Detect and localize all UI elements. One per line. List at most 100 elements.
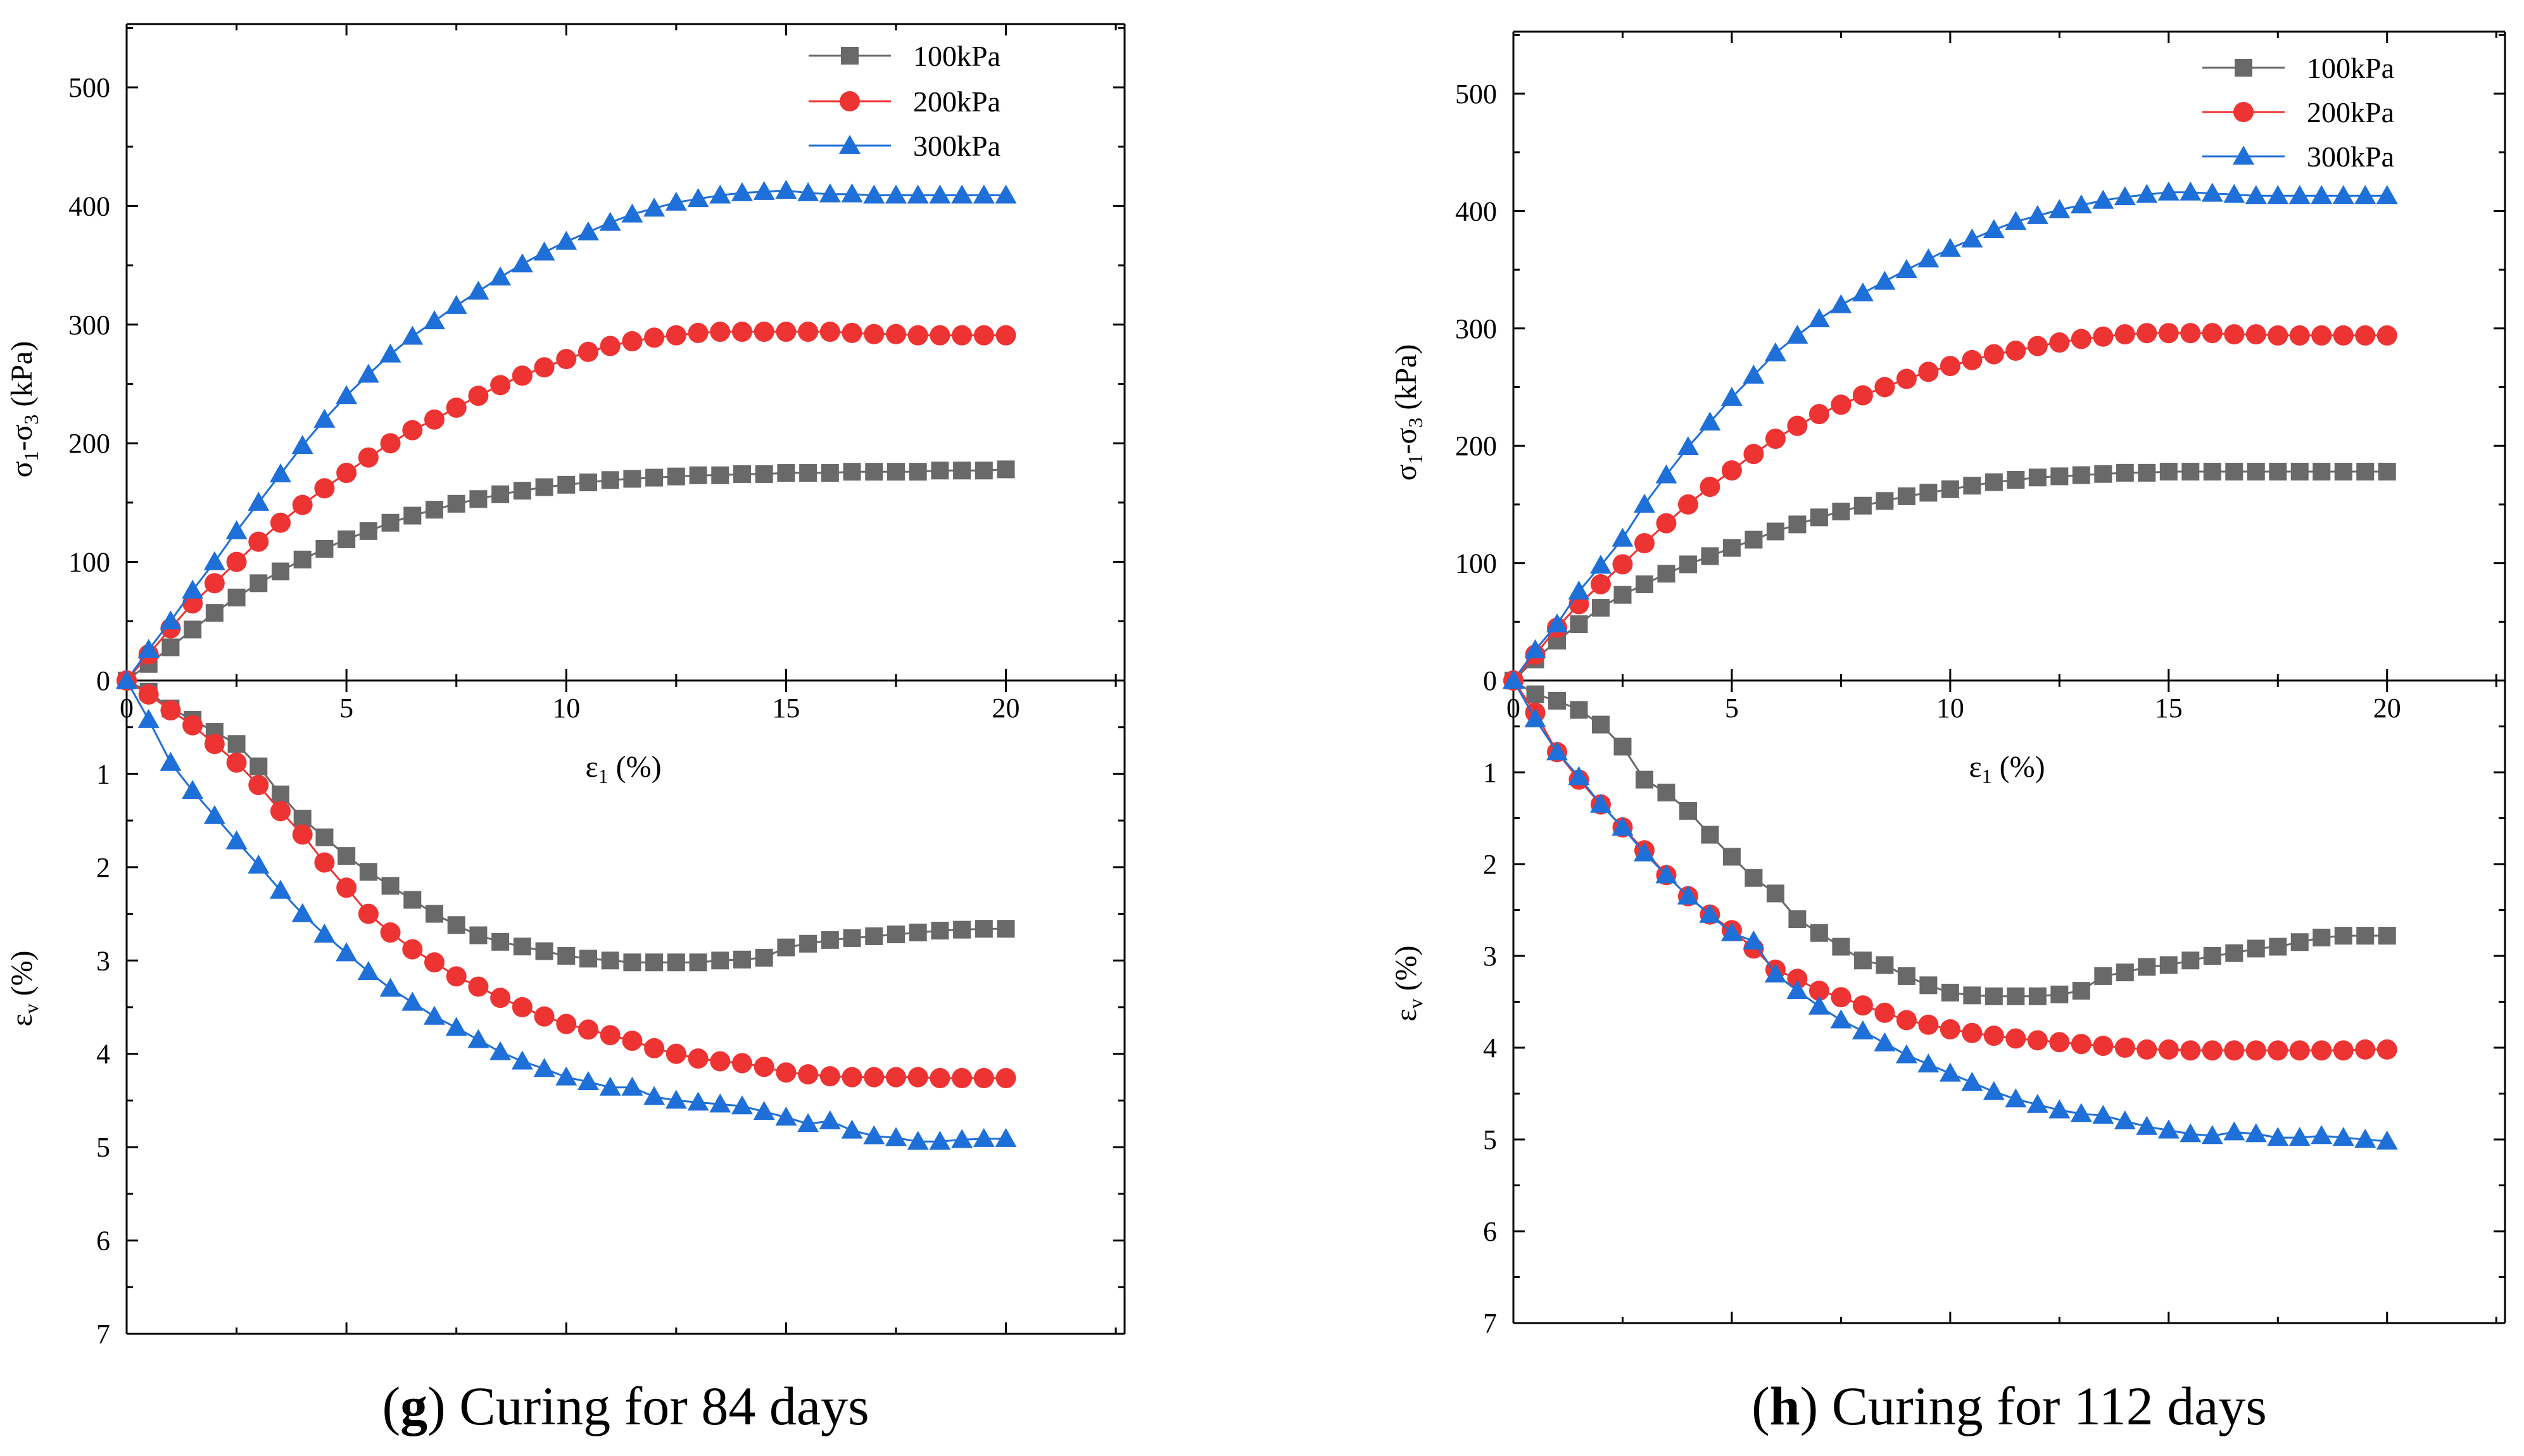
- data-point-200kPa: [666, 325, 686, 346]
- data-point-200kPa: [204, 573, 225, 594]
- y-bottom-unit: (%): [5, 950, 39, 1003]
- data-point-300kPa: [2267, 1127, 2289, 1146]
- data-point-100kPa: [469, 926, 488, 945]
- series-line-300kPa: [125, 189, 1006, 681]
- data-point-100kPa: [2138, 463, 2156, 482]
- y-top-minus-symbol: -σ: [1389, 427, 1423, 454]
- data-point-200kPa: [1590, 574, 1611, 594]
- data-point-100kPa: [403, 891, 422, 909]
- data-point-200kPa: [754, 322, 774, 342]
- data-point-300kPa: [555, 1066, 577, 1086]
- y-tick-label: 5: [96, 1132, 110, 1163]
- y-bottom-subscript: v: [1404, 998, 1427, 1008]
- data-point-200kPa: [248, 531, 269, 552]
- data-point-200kPa: [556, 1014, 577, 1034]
- legend: 100kPa 200kPa 300kPa: [2202, 52, 2394, 173]
- data-point-300kPa: [621, 1076, 643, 1096]
- data-point-300kPa: [137, 639, 160, 658]
- data-point-100kPa: [1722, 848, 1741, 866]
- data-point-100kPa: [447, 494, 465, 513]
- data-point-200kPa: [2027, 336, 2048, 356]
- y-tick-label: 1: [1483, 757, 1497, 788]
- data-point-300kPa: [533, 241, 555, 261]
- data-point-200kPa: [2245, 1040, 2266, 1061]
- data-point-300kPa: [1720, 922, 1743, 941]
- data-point-200kPa: [731, 322, 752, 342]
- data-point-300kPa: [907, 184, 929, 204]
- data-point-100kPa: [2007, 470, 2025, 489]
- data-point-100kPa: [557, 475, 576, 494]
- x-axis-symbol: ε: [1969, 750, 1981, 784]
- data-point-100kPa: [271, 785, 289, 803]
- series-deviator-300kPa: [1503, 181, 2398, 689]
- data-point-200kPa: [973, 325, 994, 346]
- data-point-300kPa: [841, 183, 863, 203]
- legend-label-300kPa: 300kPa: [2307, 141, 2394, 173]
- data-point-200kPa: [2027, 1030, 2048, 1051]
- data-point-300kPa: [2048, 1099, 2071, 1119]
- data-point-100kPa: [227, 735, 246, 753]
- data-point-200kPa: [2136, 323, 2157, 344]
- x-axis-subscript: 1: [1982, 765, 1992, 788]
- y-bottom-symbol: ε: [1389, 1008, 1423, 1021]
- data-point-300kPa: [709, 184, 731, 204]
- data-point-300kPa: [1699, 411, 1721, 431]
- data-point-100kPa: [1701, 547, 1719, 565]
- data-point-200kPa: [577, 341, 598, 362]
- data-point-200kPa: [1787, 969, 1808, 989]
- data-point-100kPa: [1897, 967, 1915, 985]
- data-point-200kPa: [864, 323, 885, 344]
- data-point-300kPa: [203, 805, 225, 824]
- data-point-100kPa: [1832, 938, 1850, 956]
- series-deviator-300kPa: [116, 180, 1017, 689]
- y-top-subscript-2: 3: [20, 415, 42, 425]
- data-point-100kPa: [2159, 462, 2178, 480]
- data-point-300kPa: [2332, 185, 2354, 204]
- data-point-200kPa: [2071, 329, 2092, 349]
- data-point-100kPa: [1876, 956, 1894, 974]
- caption-open-paren: (: [1751, 1376, 1770, 1436]
- data-point-100kPa: [601, 471, 619, 489]
- data-point-200kPa: [2245, 324, 2266, 345]
- x-tick-label: 20: [992, 693, 1020, 724]
- data-point-100kPa: [953, 461, 971, 480]
- data-point-300kPa: [1677, 436, 1699, 456]
- data-point-200kPa: [270, 512, 291, 533]
- data-point-300kPa: [1612, 817, 1634, 836]
- data-point-200kPa: [1896, 1010, 1917, 1031]
- data-point-200kPa: [2355, 325, 2376, 346]
- data-point-300kPa: [248, 491, 270, 511]
- data-point-300kPa: [489, 266, 512, 286]
- data-point-100kPa: [1635, 575, 1653, 593]
- data-point-100kPa: [909, 463, 927, 481]
- data-point-100kPa: [1832, 503, 1850, 521]
- data-point-300kPa: [599, 211, 621, 231]
- data-point-100kPa: [1526, 685, 1544, 703]
- data-point-300kPa: [160, 751, 182, 771]
- data-point-100kPa: [821, 464, 839, 482]
- series-volumetric-100kPa: [1505, 672, 2396, 1005]
- x-tick-label: 0: [1506, 693, 1520, 724]
- data-point-100kPa: [1591, 715, 1610, 734]
- data-point-200kPa: [490, 375, 511, 396]
- data-point-300kPa: [1743, 364, 1765, 384]
- data-point-300kPa: [797, 1113, 819, 1133]
- data-point-200kPa: [885, 323, 906, 344]
- data-point-100kPa: [931, 461, 949, 480]
- data-point-300kPa: [2048, 199, 2071, 218]
- data-point-200kPa: [2289, 325, 2310, 346]
- data-point-300kPa: [599, 1076, 621, 1096]
- data-point-200kPa: [2224, 324, 2245, 345]
- data-point-200kPa: [2224, 1040, 2245, 1061]
- data-point-100kPa: [931, 922, 949, 940]
- data-point-300kPa: [1764, 963, 1786, 982]
- data-point-300kPa: [1874, 270, 1896, 290]
- data-point-200kPa: [600, 1025, 621, 1046]
- legend-marker-100kPa: [2235, 59, 2252, 77]
- series-volumetric-300kPa: [116, 670, 1017, 1150]
- y-tick-label: 3: [96, 945, 110, 976]
- data-point-300kPa: [2092, 1105, 2114, 1124]
- data-point-100kPa: [1984, 473, 2003, 491]
- series-deviator-100kPa: [1505, 462, 2396, 689]
- data-point-300kPa: [357, 363, 379, 383]
